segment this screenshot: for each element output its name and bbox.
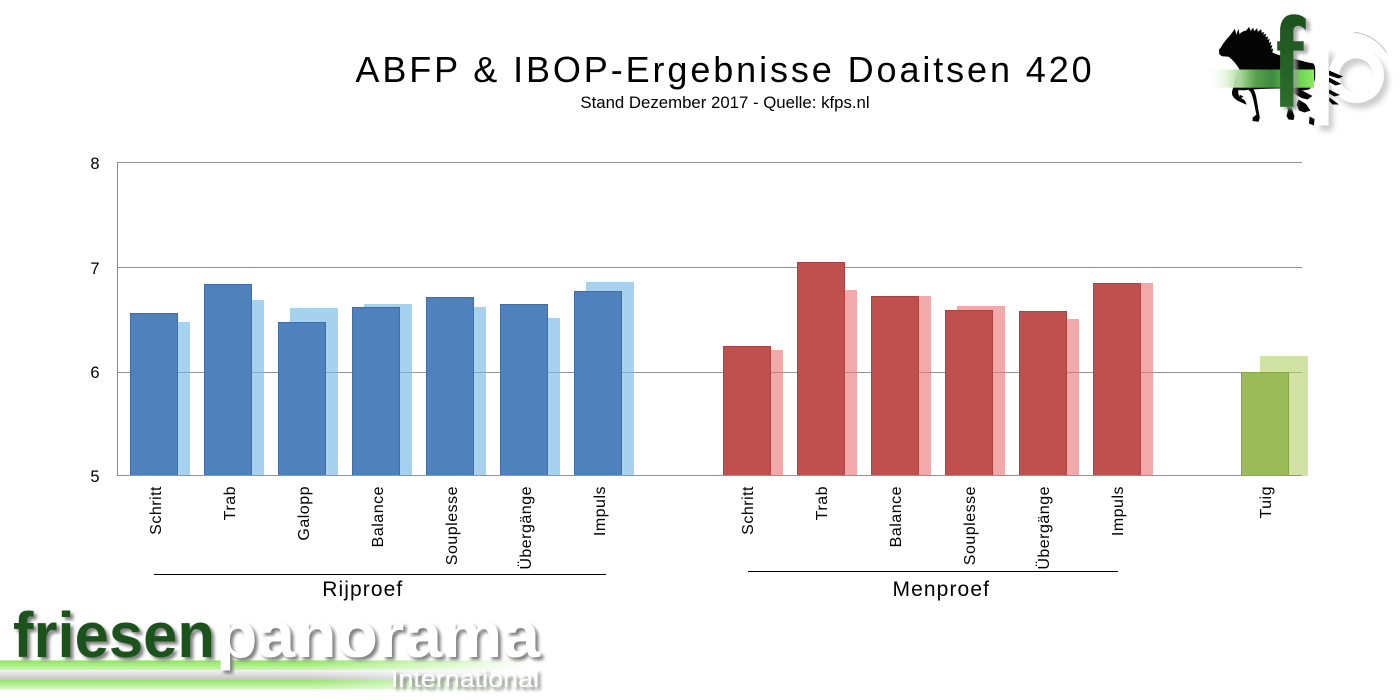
svg-text:friesen: friesen (13, 599, 215, 671)
svg-text:International: International (391, 666, 539, 693)
svg-text:panorama: panorama (216, 599, 540, 671)
